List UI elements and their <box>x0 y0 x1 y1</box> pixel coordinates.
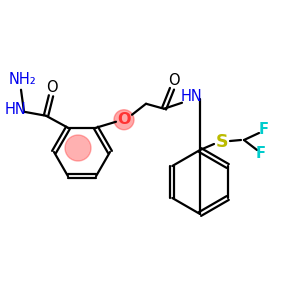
Text: O: O <box>46 80 58 95</box>
Text: F: F <box>259 122 269 137</box>
Text: NH₂: NH₂ <box>9 72 37 87</box>
Text: S: S <box>216 133 228 151</box>
Text: O: O <box>117 112 131 127</box>
Text: HN: HN <box>181 89 203 104</box>
Circle shape <box>114 110 134 130</box>
Circle shape <box>65 135 91 161</box>
Text: O: O <box>168 73 180 88</box>
Text: HN: HN <box>5 102 27 117</box>
Text: F: F <box>256 146 266 161</box>
